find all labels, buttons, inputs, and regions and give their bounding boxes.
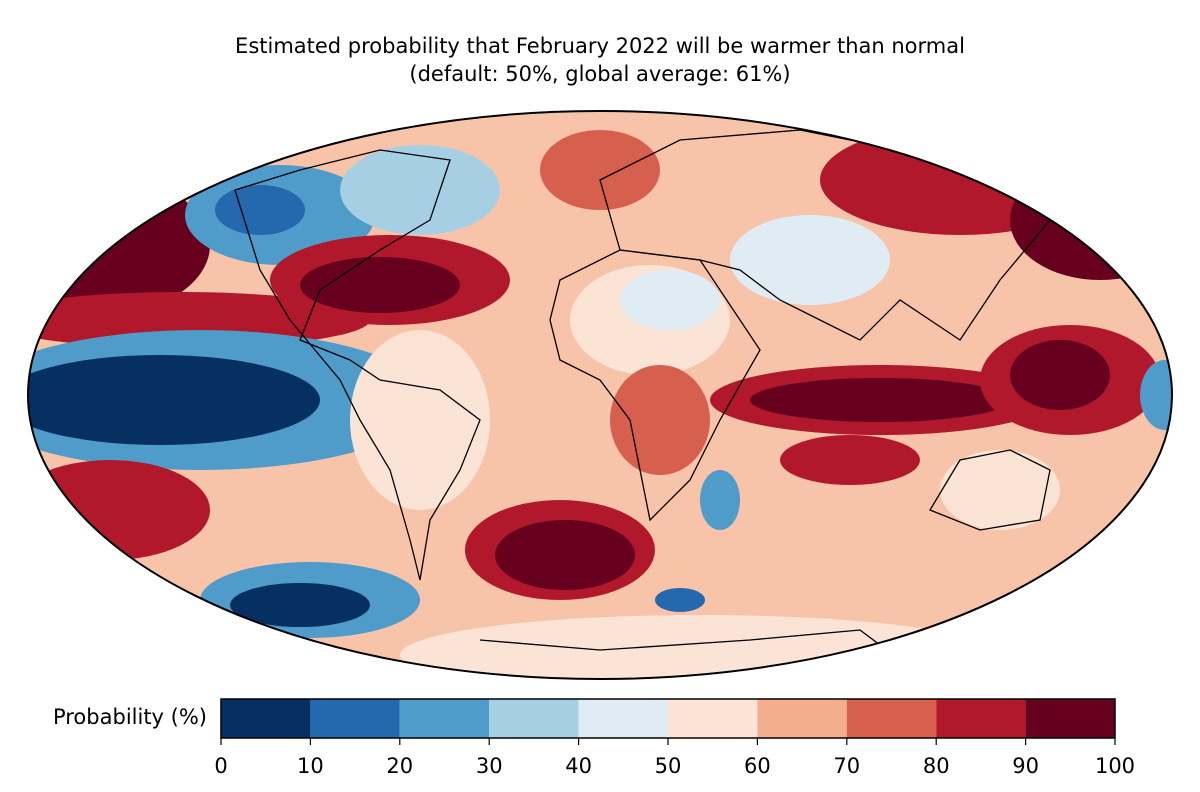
map-frame xyxy=(27,110,1173,680)
colorbar-tick-label: 20 xyxy=(386,754,413,778)
colorbar-bin xyxy=(221,699,311,738)
colorbar-tick-label: 60 xyxy=(744,754,771,778)
colorbar-bin xyxy=(489,699,579,738)
colorbar-bin xyxy=(846,699,937,738)
colorbar-bin xyxy=(757,699,847,738)
colorbar-bin xyxy=(1025,699,1115,738)
colorbar-tick-label: 70 xyxy=(833,754,860,778)
colorbar-bin xyxy=(399,699,490,738)
colorbar-tick-label: 80 xyxy=(923,754,950,778)
colorbar-tick-label: 100 xyxy=(1095,754,1135,778)
colorbar-tick-label: 40 xyxy=(565,754,592,778)
colorbar-tick-label: 10 xyxy=(297,754,324,778)
colorbar-bin xyxy=(578,699,668,738)
title-line: (default: 50%, global average: 61%) xyxy=(409,62,790,86)
colorbar-tick-label: 0 xyxy=(214,754,227,778)
colorbar-bin xyxy=(310,699,400,738)
colorbar-tick-label: 50 xyxy=(655,754,682,778)
title-line: Estimated probability that February 2022… xyxy=(235,34,965,58)
colorbar: 0 10 20 30 40 50 60 70 80 90 100 xyxy=(214,698,1135,778)
colorbar-bin xyxy=(668,699,758,738)
colorbar-tick-label: 90 xyxy=(1012,754,1039,778)
map-field xyxy=(28,111,1172,679)
colorbar-tick-label: 30 xyxy=(476,754,503,778)
colorbar-bin xyxy=(936,699,1026,738)
colorbar-label: Probability (%) xyxy=(53,705,207,729)
